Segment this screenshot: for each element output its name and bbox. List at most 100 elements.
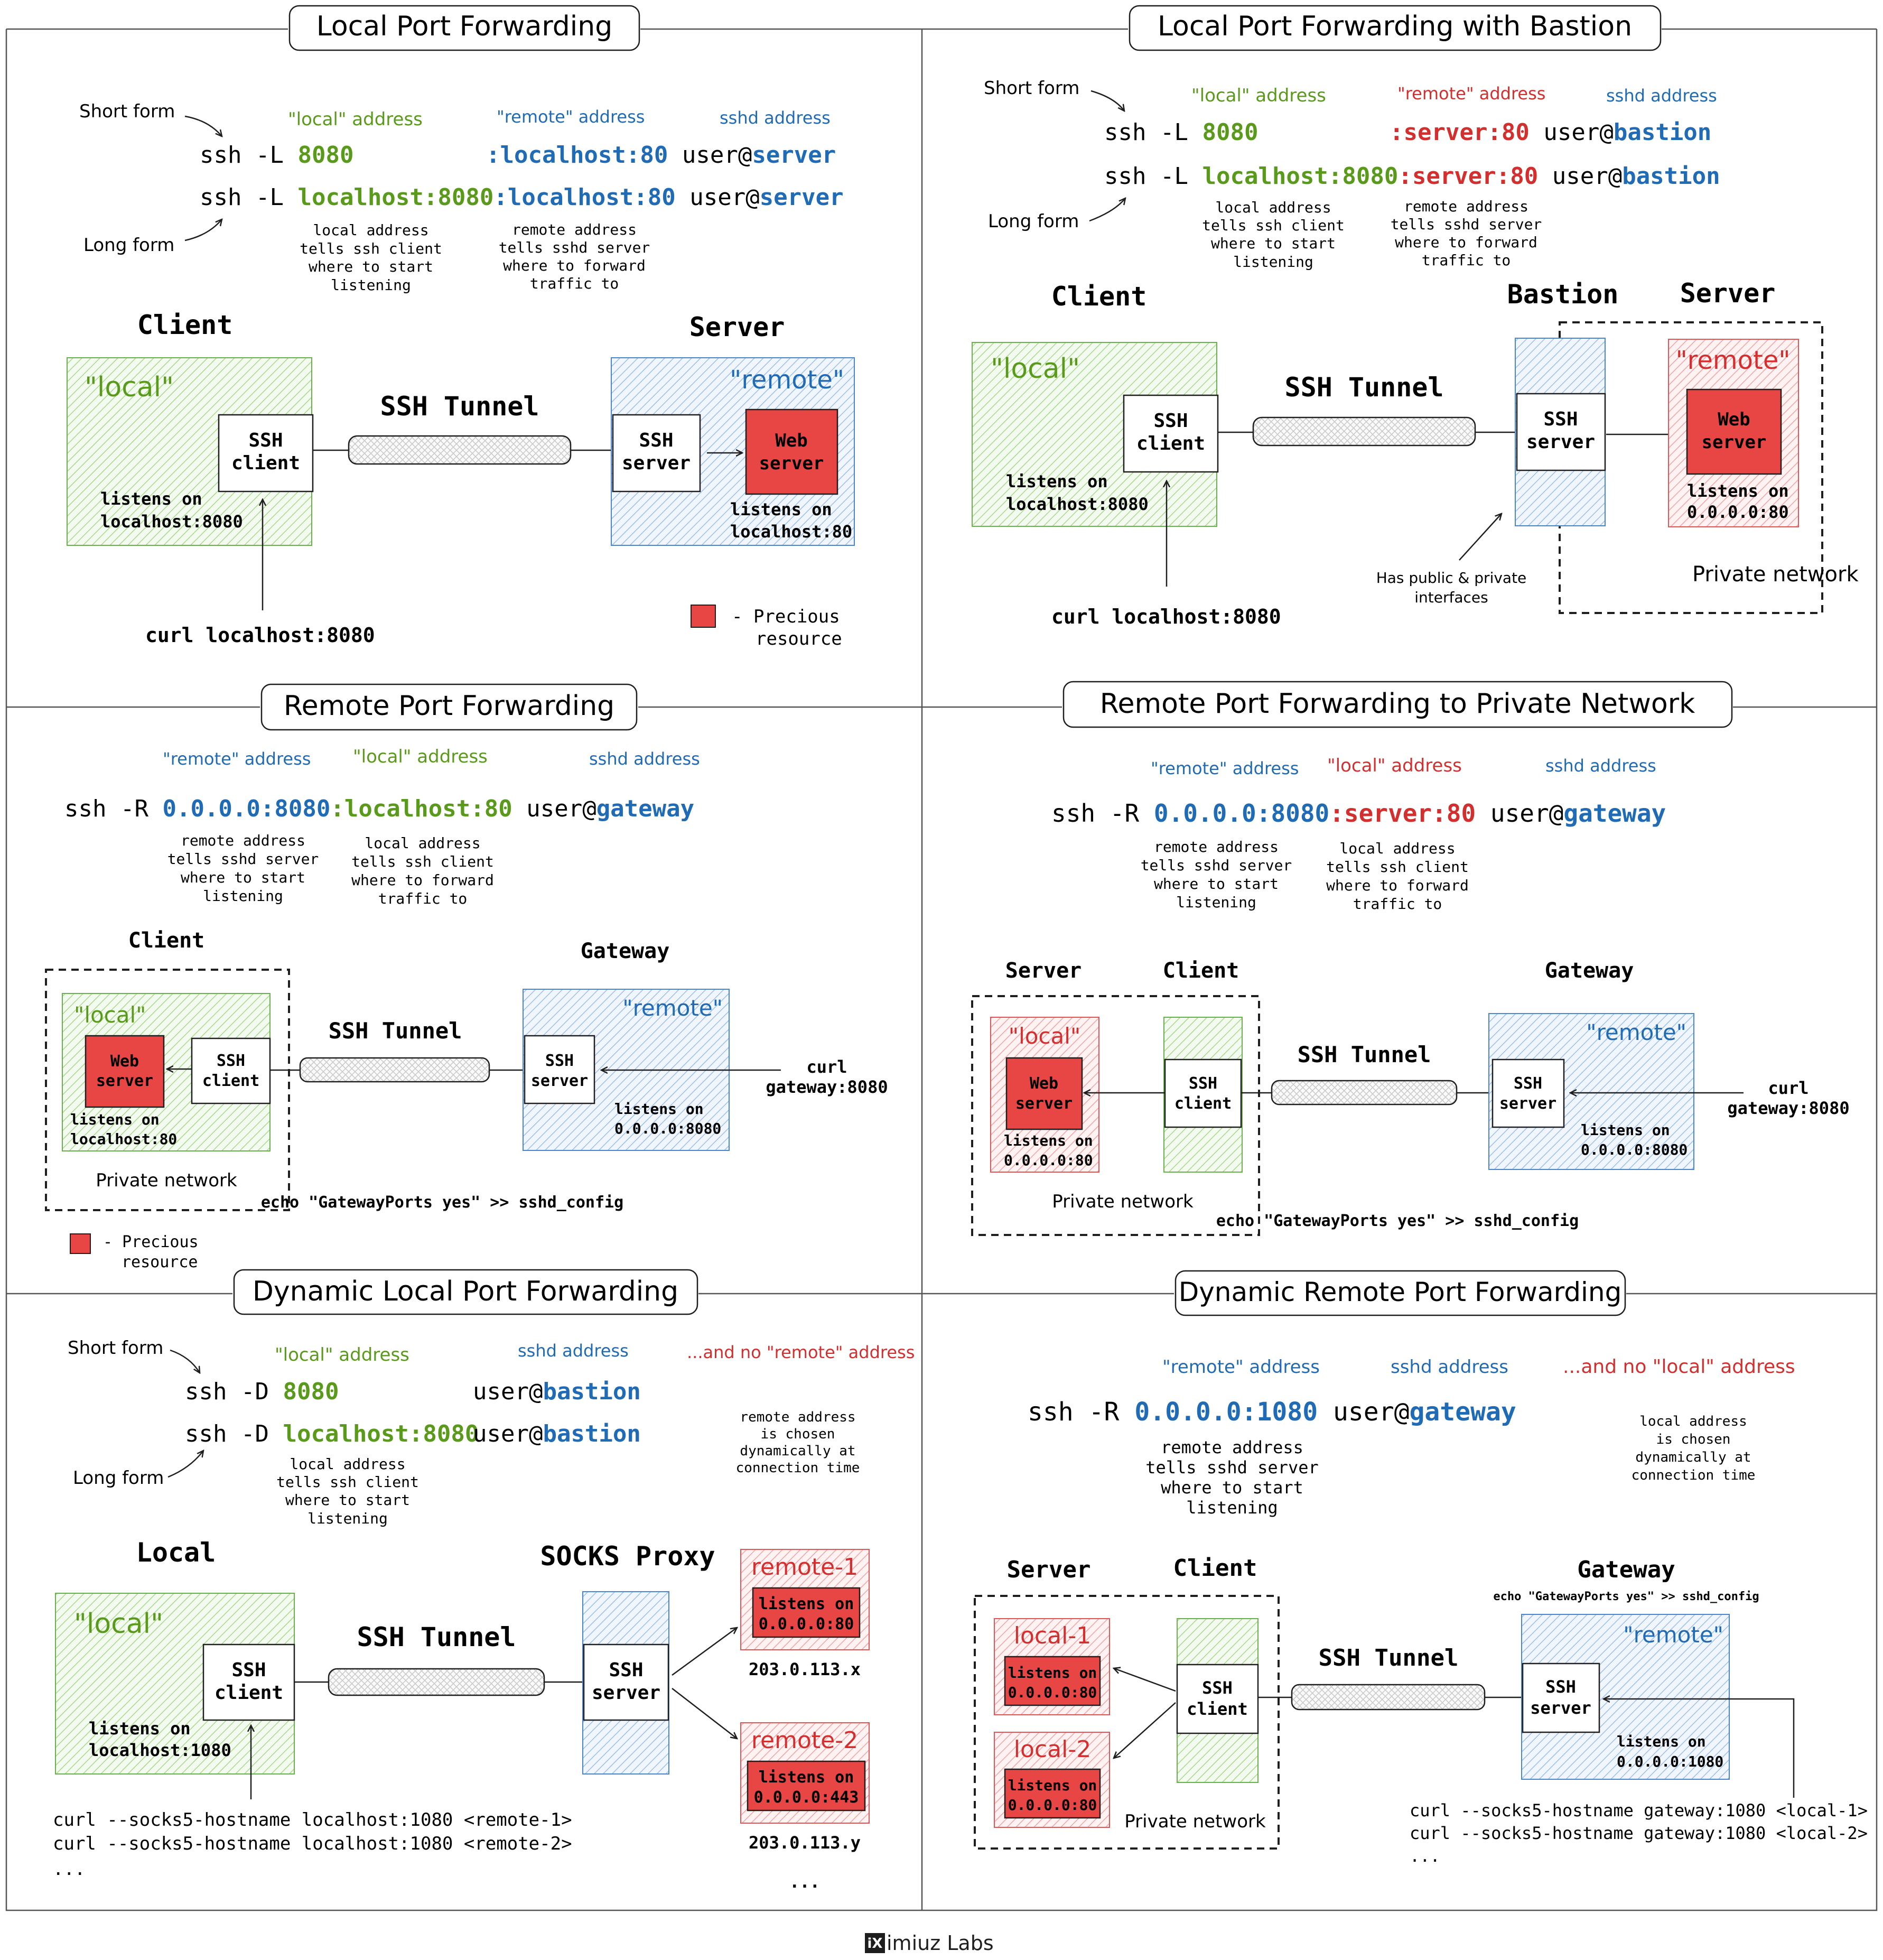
svg-text:curl: curl: [806, 1057, 847, 1077]
svg-text:Has public & private: Has public & private: [1376, 569, 1527, 587]
cmd-host: server: [752, 142, 836, 169]
svg-text:local address: local address: [1639, 1414, 1747, 1429]
svg-text:SSH Tunnel: SSH Tunnel: [329, 1018, 462, 1044]
svg-text:sshd address: sshd address: [1545, 756, 1656, 776]
listen-address: localhost:80: [730, 522, 852, 542]
svg-text:listening: listening: [1176, 894, 1256, 911]
panel-local-port-forwarding-bastion: Short form Long form "local" address "re…: [972, 78, 1859, 628]
svg-text:Client: Client: [1163, 959, 1239, 983]
panel-title: Remote Port Forwarding to Private Networ…: [1100, 688, 1695, 720]
panel-local-port-forwarding: Short form Long form "local" address "re…: [67, 101, 855, 649]
svg-text:"local": "local": [991, 353, 1080, 385]
svg-text:Bastion: Bastion: [1507, 279, 1619, 310]
svg-text:Private network: Private network: [96, 1170, 237, 1191]
svg-text:Web: Web: [110, 1052, 139, 1071]
svg-text:Local: Local: [136, 1537, 216, 1568]
remote-address-label: "remote" address: [497, 107, 645, 127]
panel-remote-port-forwarding-private: "remote" address "local" address sshd ad…: [971, 755, 1850, 1236]
svg-text:listens on: listens on: [614, 1100, 704, 1118]
svg-text:gateway:8080: gateway:8080: [1727, 1098, 1849, 1118]
svg-text:server: server: [1702, 432, 1767, 453]
svg-text:where to start: where to start: [1161, 1478, 1303, 1498]
svg-text:iX: iX: [868, 1936, 883, 1952]
svg-text:"local" address: "local" address: [353, 746, 488, 767]
footer-logo: iX imiuz Labs: [865, 1931, 994, 1955]
svg-text:curl localhost:8080: curl localhost:8080: [1051, 605, 1281, 628]
panel-dynamic-local-port-forwarding: Short form Long form "local" address ssh…: [53, 1337, 915, 1892]
svg-text:"remote" address: "remote" address: [1151, 758, 1299, 778]
svg-text:server: server: [1015, 1094, 1073, 1113]
svg-text:local-2: local-2: [1014, 1736, 1091, 1763]
svg-text::server:80 user@bastion: :server:80 user@bastion: [1390, 119, 1711, 146]
svg-text:server: server: [531, 1072, 588, 1090]
command-short: ssh -L 8080: [200, 142, 353, 169]
svg-text:curl --socks5-hostname localho: curl --socks5-hostname localhost:1080 <r…: [53, 1833, 572, 1854]
svg-text:tells sshd server: tells sshd server: [167, 850, 319, 868]
ssh-server-box: [612, 414, 701, 493]
svg-text:tells ssh client: tells ssh client: [300, 240, 442, 257]
svg-text:remote address: remote address: [1404, 198, 1528, 215]
svg-text:Long form: Long form: [73, 1467, 164, 1489]
private-network-zone: [1559, 321, 1823, 614]
svg-text:0.0.0.0:80: 0.0.0.0:80: [759, 1615, 854, 1633]
svg-text:sshd address: sshd address: [1606, 86, 1717, 106]
svg-text:is chosen: is chosen: [761, 1426, 835, 1442]
svg-text:curl --socks5-hostname localho: curl --socks5-hostname localhost:1080 <r…: [53, 1809, 572, 1831]
svg-text:Web: Web: [1718, 409, 1750, 430]
svg-text:remote-2: remote-2: [751, 1727, 858, 1754]
svg-text:echo "GatewayPorts yes" >> ssh: echo "GatewayPorts yes" >> sshd_config: [261, 1193, 623, 1212]
svg-text:"remote": "remote": [1586, 1019, 1686, 1045]
svg-text:connection time: connection time: [736, 1460, 860, 1476]
svg-text:SSH: SSH: [1514, 1074, 1542, 1093]
svg-text:Server: Server: [1005, 959, 1082, 983]
command-long: ssh -L localhost:8080:localhost:80 user@…: [200, 184, 844, 211]
svg-text:"remote": "remote": [1676, 346, 1791, 375]
local-zone-label: "local": [85, 371, 174, 403]
svg-text:traffic to: traffic to: [1353, 895, 1442, 913]
svg-text:server: server: [1530, 1698, 1591, 1718]
svg-text:remote-1: remote-1: [751, 1554, 858, 1581]
svg-text:SOCKS Proxy: SOCKS Proxy: [540, 1541, 715, 1572]
panel-dynamic-remote-port-forwarding: "remote" address sshd address ...and no …: [974, 1356, 1868, 1866]
svg-text:"local": "local": [1009, 1023, 1081, 1049]
ssh-tunnel: [348, 435, 572, 465]
svg-text:Long form: Long form: [988, 211, 1079, 232]
curl-command: curl localhost:8080: [145, 624, 375, 647]
ssh-client-box: [218, 414, 314, 493]
svg-text:remote address: remote address: [181, 832, 305, 849]
svg-text:Web: Web: [775, 430, 807, 451]
svg-text:SSH: SSH: [217, 1052, 245, 1070]
svg-text:local address: local address: [1339, 840, 1455, 857]
svg-text:listening: listening: [331, 276, 411, 294]
svg-text:local address: local address: [290, 1455, 405, 1473]
svg-text:Client: Client: [1051, 281, 1147, 312]
svg-text:"remote" address: "remote" address: [1162, 1357, 1320, 1378]
svg-text:"remote": "remote": [622, 995, 723, 1021]
svg-text:ssh -R 0.0.0.0:8080:localhost:: ssh -R 0.0.0.0:8080:localhost:80 user@ga…: [64, 795, 694, 822]
svg-text:listens on: listens on: [1008, 1664, 1097, 1682]
panel-remote-port-forwarding: "remote" address "local" address sshd ad…: [45, 746, 888, 1271]
svg-text:SSH: SSH: [609, 1659, 643, 1681]
svg-text:0.0.0.0:80: 0.0.0.0:80: [1008, 1684, 1097, 1701]
svg-text:where to start: where to start: [181, 869, 305, 886]
svg-text:client: client: [1174, 1094, 1232, 1113]
svg-text:"remote": "remote": [1623, 1622, 1723, 1648]
svg-text:- Precious: - Precious: [732, 606, 840, 627]
svg-text:traffic to: traffic to: [378, 890, 468, 907]
svg-text:resource: resource: [122, 1253, 198, 1271]
svg-text:user@bastion: user@bastion: [473, 1378, 641, 1405]
remote-zone-label: "remote": [730, 365, 844, 395]
svg-text:SSH: SSH: [545, 1052, 574, 1070]
panel-title: Remote Port Forwarding: [284, 690, 614, 722]
svg-text:listens on: listens on: [1687, 481, 1789, 501]
svg-text:SSH: SSH: [1545, 1677, 1576, 1697]
svg-text:traffic to: traffic to: [1422, 252, 1511, 269]
svg-text:Client: Client: [128, 928, 205, 953]
svg-text:SSH: SSH: [1543, 408, 1578, 430]
panel-title: Dynamic Local Port Forwarding: [253, 1276, 678, 1307]
svg-text:tells sshd server: tells sshd server: [1145, 1457, 1319, 1478]
sshd-address-label: sshd address: [720, 108, 831, 128]
svg-text:tells ssh client: tells ssh client: [1326, 858, 1469, 876]
svg-text:0.0.0.0:80: 0.0.0.0:80: [1004, 1151, 1093, 1169]
